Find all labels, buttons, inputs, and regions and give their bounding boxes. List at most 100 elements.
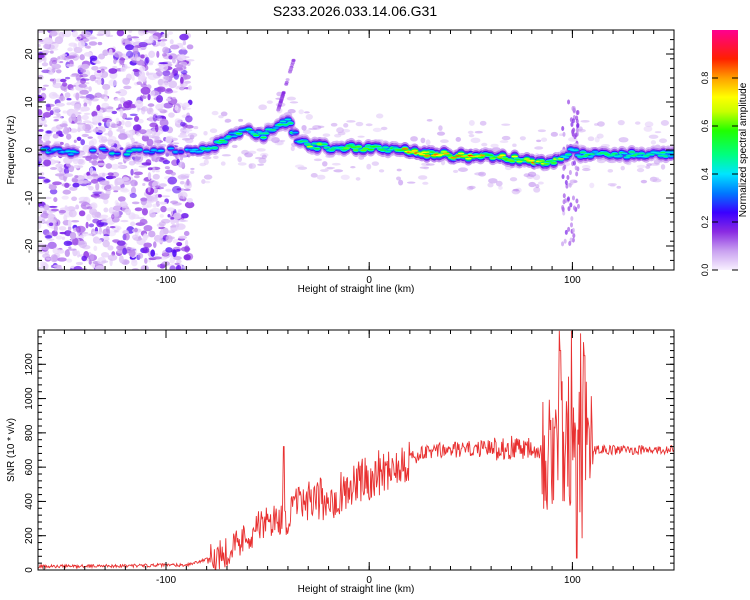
spectrogram-spike-cell: [561, 126, 565, 132]
spectrogram-noise-cell: [540, 137, 548, 142]
spectrogram-noise-cell: [116, 202, 120, 206]
spectrogram-noise-cell: [509, 177, 518, 182]
spectrogram-noise-cell: [124, 120, 132, 128]
spectrogram-noise-cell: [142, 233, 148, 241]
colorbar-tick-label: 0.8: [700, 72, 710, 85]
spectrogram-ridge-cell: [462, 154, 470, 157]
spectrogram-noise-cell: [41, 245, 50, 251]
spectrogram-ridge-cell: [508, 160, 516, 163]
spectrogram-noise-cell: [535, 183, 540, 189]
spectrogram-ridge-cell: [284, 118, 292, 121]
spectrogram-noise-cell: [75, 225, 86, 233]
spectrogram-noise-cell: [85, 82, 90, 85]
spectrogram-noise-cell: [118, 133, 128, 140]
spectrogram-noise-cell: [165, 188, 172, 192]
spectrogram-spike-cell: [571, 195, 575, 201]
spectrogram-spike-cell: [571, 237, 575, 243]
spectrogram-noise-cell: [63, 126, 70, 135]
spectrogram-noise-cell: [481, 142, 488, 147]
spectrogram-noise-cell: [130, 186, 137, 195]
spectrogram-ridge-cell: [572, 149, 579, 151]
spectrogram-noise-cell: [380, 126, 388, 131]
spectrogram-ridge-cell: [245, 128, 253, 131]
spectrogram-ridge-cell: [391, 147, 399, 149]
spectrogram-noise-cell: [52, 264, 62, 268]
spectrogram-noise-cell: [45, 103, 51, 108]
spectrogram-noise-cell: [62, 189, 71, 195]
spectrogram-noise-cell: [147, 72, 158, 81]
spectrogram-noise-cell: [133, 227, 138, 233]
spectrogram-noise-cell: [322, 133, 331, 137]
spectrogram-noise-cell: [436, 131, 446, 136]
spectrogram-ridge-cell: [516, 160, 523, 163]
spectrogram-noise-cell: [165, 135, 174, 140]
spectrogram-noise-cell: [106, 119, 112, 128]
spectrogram-noise-cell: [63, 167, 70, 175]
spectrogram-noise-cell: [95, 265, 105, 270]
spectrogram-ridge-cell: [633, 153, 640, 155]
spectrogram-ridge-cell: [301, 140, 309, 143]
spectrogram-noise-cell: [57, 167, 61, 171]
spectrogram-noise-cell: [158, 201, 168, 205]
spectrogram-noise-cell: [150, 249, 156, 257]
spectrogram-noise-cell: [48, 205, 58, 208]
spectrogram-noise-cell: [474, 130, 483, 134]
spectrogram-ridge-cell: [328, 149, 336, 151]
spectrogram-noise-cell: [636, 167, 645, 173]
spectrogram-noise-cell: [193, 125, 199, 130]
spectrogram-noise-cell: [66, 133, 72, 140]
spectrogram-noise-cell: [130, 179, 138, 187]
spectrogram-ridge-cell: [172, 151, 180, 153]
spectrogram-spike-cell: [572, 205, 576, 211]
spectrogram-noise-cell: [88, 223, 95, 228]
spectrogram-ridge-cell: [521, 159, 528, 162]
spectrogram-ridge-cell: [99, 147, 106, 150]
spectrogram-noise-cell: [47, 241, 57, 250]
spectrogram-noise-cell: [550, 131, 558, 137]
spectrogram-noise-cell: [143, 242, 152, 248]
spectrogram-noise-cell: [92, 115, 102, 124]
spectrogram-noise-cell: [148, 62, 154, 66]
spectrogram-ridge-cell: [523, 158, 531, 160]
spectrogram-noise-cell: [38, 176, 46, 179]
spectrogram-noise-cell: [182, 102, 190, 108]
snr-ytick-label: 800: [24, 424, 35, 441]
spectrogram-noise-cell: [152, 173, 160, 180]
spec-ytick-label: -20: [24, 238, 35, 253]
spectrogram-noise-cell: [81, 114, 89, 121]
spectrogram-noise-cell: [350, 165, 356, 169]
spectrogram-noise-cell: [498, 185, 503, 190]
spectrogram-noise-cell: [211, 110, 219, 116]
spectrogram-noise-cell: [113, 58, 117, 65]
snr-xlabel: Height of straight line (km): [298, 584, 415, 595]
spectrogram-noise-cell: [199, 162, 207, 167]
spectrogram-noise-cell: [174, 105, 179, 111]
spectrogram-noise-cell: [185, 115, 193, 123]
spectrogram-noise-cell: [184, 107, 192, 110]
spectrogram-noise-cell: [107, 245, 114, 251]
spectrogram-noise-cell: [487, 182, 494, 188]
spectrogram-noise-cell: [134, 100, 144, 108]
spectrogram-noise-cell: [172, 239, 179, 244]
spectrogram-noise-cell: [114, 98, 122, 101]
spectrogram-noise-cell: [78, 196, 89, 202]
spectrogram-noise-cell: [96, 33, 104, 37]
spectrogram-noise-cell: [157, 108, 164, 111]
spectrogram-noise-cell: [89, 167, 94, 176]
spectrogram-ridge-cell: [265, 128, 272, 131]
spectrogram-noise-cell: [160, 195, 171, 198]
spectrogram-noise-cell: [406, 181, 416, 184]
spectrogram-noise-cell: [43, 159, 52, 167]
spectrogram-noise-cell: [83, 52, 93, 57]
spectrogram-noise-cell: [440, 139, 449, 144]
spectrogram-ridge-cell: [291, 131, 299, 134]
spectrogram-noise-cell: [183, 74, 191, 80]
spec-ytick-label: 0: [24, 147, 35, 153]
spectrogram-noise-cell: [92, 128, 99, 133]
spectrogram-noise-cell: [142, 182, 146, 187]
spectrogram-spike-cell: [562, 131, 566, 137]
spectrogram-noise-cell: [118, 255, 124, 264]
spectrogram-ridge-cell: [657, 154, 665, 157]
spectrogram-spike-cell: [563, 238, 567, 244]
